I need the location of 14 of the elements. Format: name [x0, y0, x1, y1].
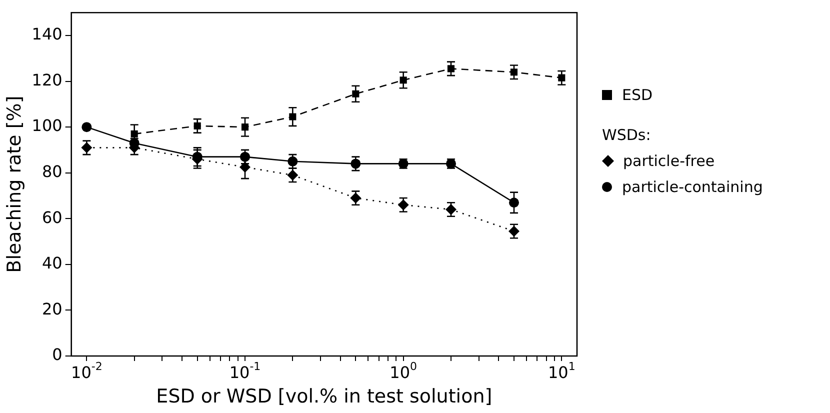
y-tick-label: 0 [52, 345, 62, 364]
y-tick-label: 120 [32, 70, 62, 90]
x-axis-title: ESD or WSD [vol.% in test solution] [156, 386, 492, 408]
legend-label: ESD [622, 85, 653, 106]
legend-label: particle-containing [622, 177, 763, 198]
y-axis-title: Bleaching rate [%] [3, 96, 26, 273]
y-tick-label: 40 [42, 254, 62, 273]
y-tick-label: 100 [32, 116, 62, 136]
legend-label: particle-free [623, 151, 715, 172]
y-tick-label: 80 [42, 162, 62, 182]
legend-title: WSDs: [602, 125, 652, 146]
y-tick-label: 140 [32, 24, 62, 44]
y-tick-label: 60 [42, 208, 62, 227]
y-tick-label: 20 [42, 299, 62, 318]
